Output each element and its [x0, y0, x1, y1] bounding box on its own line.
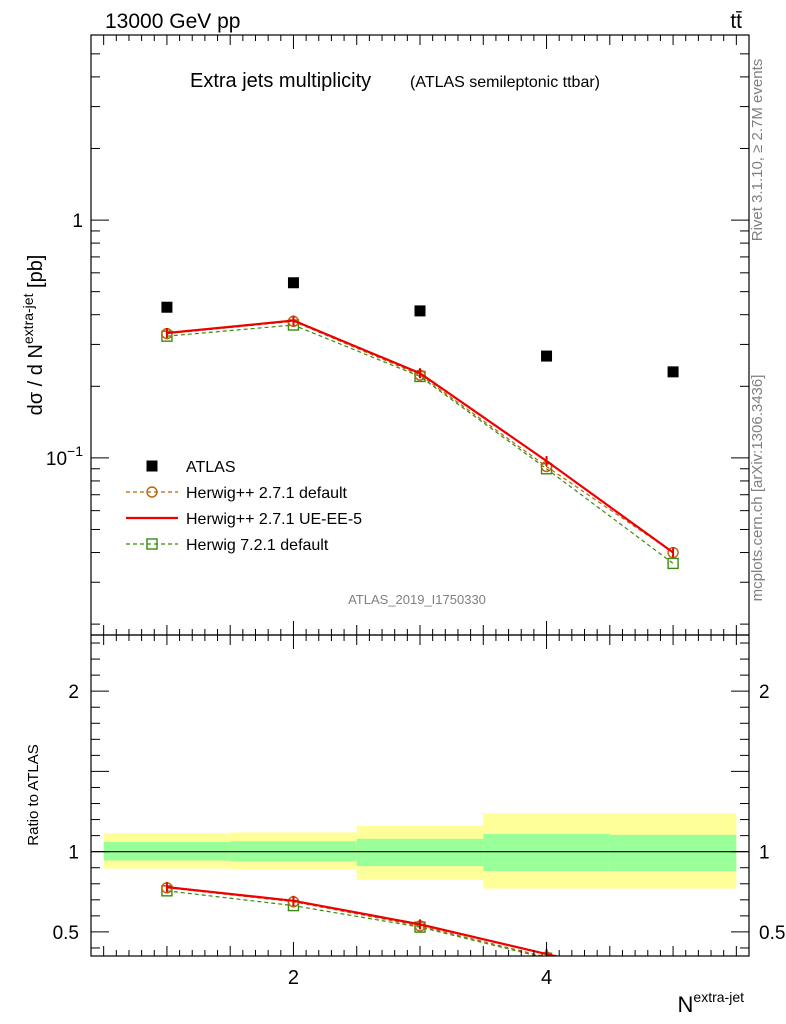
main-plot	[161, 277, 679, 570]
series-line	[166, 324, 674, 564]
legend-item: Herwig++ 2.7.1 default	[126, 485, 348, 502]
y-tick-label-right: 2	[759, 682, 770, 703]
legend-label: ATLAS	[186, 459, 236, 476]
data-point	[287, 277, 299, 289]
x-tick-label: 4	[541, 967, 552, 989]
xlabel: Nextra-jet	[678, 989, 745, 1017]
data-point	[667, 366, 679, 378]
data-point	[541, 350, 553, 362]
series-line	[166, 890, 540, 956]
y-tick-label: 10−1	[46, 443, 83, 470]
rivet-label: Rivet 3.1.10, ≥ 2.7M events	[749, 59, 766, 242]
ratio-plot	[161, 882, 678, 992]
y-tick-label: 0.5	[53, 923, 79, 944]
main-axes: 10−1 1	[46, 34, 749, 635]
y-tick-label: 1	[72, 211, 83, 232]
ratio-frame	[90, 634, 750, 957]
stat-uncertainty-band	[356, 838, 484, 867]
series-line	[166, 886, 560, 956]
stat-uncertainty-band	[483, 834, 610, 871]
x-tick-label: 2	[288, 967, 299, 989]
series-line	[166, 887, 545, 956]
legend-label: Herwig++ 2.7.1 UE-EE-5	[186, 511, 362, 528]
y-tick-label: 2	[68, 682, 79, 703]
ratio-axes: 2 4 0.5 0.5 1 1 2 2	[53, 635, 785, 989]
mc-point	[667, 557, 679, 570]
data-point	[146, 460, 158, 472]
data-point	[161, 301, 173, 313]
plot-subtitle: (ATLAS semileptonic ttbar)	[410, 74, 600, 91]
mc-point	[146, 486, 158, 498]
legend-item: ATLAS	[146, 459, 236, 476]
mc-point	[146, 538, 158, 550]
legend-item: Herwig 7.2.1 default	[126, 537, 329, 554]
y-tick-label-right: 0.5	[759, 923, 785, 944]
y-tick-label-right: 1	[759, 843, 770, 864]
main-ylabel: dσ / d Nextra-jet [pb]	[20, 255, 47, 416]
energy-label: 13000 GeV pp	[105, 10, 240, 33]
data-point	[414, 305, 426, 317]
ratio-bands	[91, 813, 749, 889]
y-tick-label: 1	[68, 843, 79, 864]
plot-title: Extra jets multiplicity	[190, 70, 371, 92]
mcplots-label: mcplots.cern.ch [arXiv:1306.3436]	[749, 375, 766, 602]
mc-point	[668, 979, 678, 989]
stat-uncertainty-band	[609, 834, 737, 871]
process-label: tt̄	[730, 10, 742, 33]
ratio-ylabel: Ratio to ATLAS	[25, 744, 42, 845]
legend: ATLAS Herwig++ 2.7.1 default Herwig++ 2.7.…	[126, 459, 362, 554]
legend-label: Herwig 7.2.1 default	[186, 537, 329, 554]
legend-label: Herwig++ 2.7.1 default	[186, 485, 348, 502]
legend-item: Herwig++ 2.7.1 UE-EE-5	[126, 511, 362, 528]
mc-point	[668, 982, 678, 992]
analysis-watermark: ATLAS_2019_I1750330	[348, 592, 486, 607]
